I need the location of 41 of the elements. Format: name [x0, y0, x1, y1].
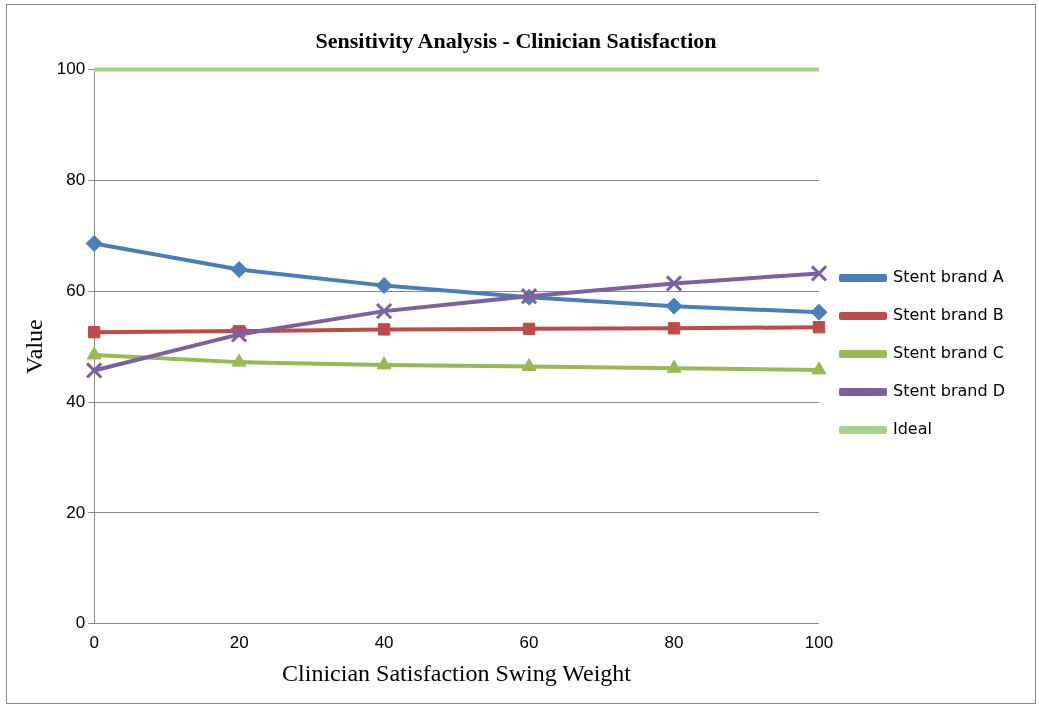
point: [85, 234, 103, 252]
point: [376, 356, 392, 370]
point: [377, 323, 391, 336]
x-tick-label: 60: [519, 632, 539, 652]
point: [522, 322, 536, 336]
point: [86, 346, 102, 360]
point: [667, 322, 681, 335]
legend-label: Ideal: [892, 419, 932, 439]
chart-title: Sensitivity Analysis - Clinician Satisfaction: [315, 27, 717, 53]
point: [521, 358, 537, 372]
x-tick-label: 100: [804, 632, 834, 652]
point: [812, 321, 826, 334]
point: [811, 361, 827, 375]
y-tick-label: 100: [56, 59, 86, 79]
y-axis-title: Value: [20, 319, 47, 374]
y-tick-label: 40: [66, 391, 86, 411]
x-tick-label: 80: [664, 632, 684, 652]
point: [231, 353, 247, 367]
x-tick-label: 40: [374, 632, 394, 652]
legend-label: Stent brand A: [892, 267, 1004, 287]
point: [375, 302, 393, 320]
x-tick-label: 20: [229, 632, 249, 652]
point: [88, 326, 101, 339]
legend-label: Stent brand C: [892, 343, 1004, 363]
point: [665, 274, 683, 292]
x-tick-label: 0: [89, 632, 99, 652]
legend-label: Stent brand D: [892, 381, 1005, 401]
point: [375, 277, 393, 295]
y-tick-label: 80: [66, 169, 86, 189]
point: [810, 264, 828, 282]
point: [230, 325, 248, 343]
y-tick-label: 60: [66, 280, 86, 300]
point: [810, 303, 828, 321]
x-axis-title: Clinician Satisfaction Swing Weight: [282, 659, 632, 686]
point: [666, 359, 682, 373]
y-tick-label: 20: [66, 502, 86, 522]
point: [665, 297, 683, 315]
point: [85, 361, 103, 380]
legend-label: Stent brand B: [892, 305, 1004, 325]
point: [230, 261, 248, 279]
y-tick-label: 0: [75, 613, 86, 633]
